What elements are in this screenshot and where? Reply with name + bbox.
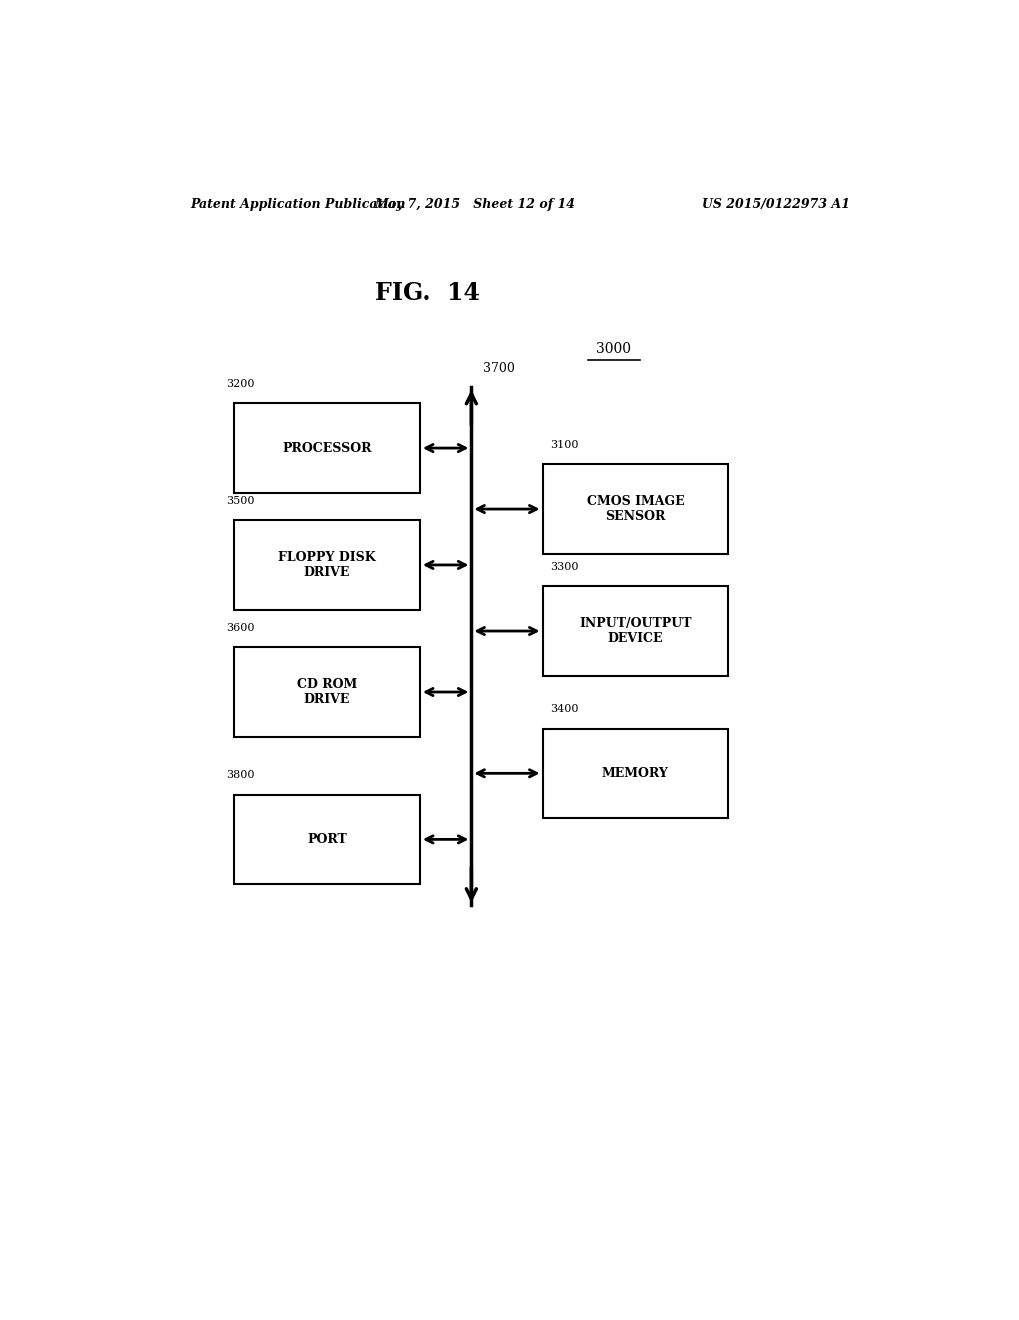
Text: Patent Application Publication: Patent Application Publication bbox=[191, 198, 406, 211]
Text: 3400: 3400 bbox=[550, 705, 579, 714]
FancyBboxPatch shape bbox=[234, 647, 420, 737]
FancyBboxPatch shape bbox=[234, 795, 420, 884]
FancyBboxPatch shape bbox=[542, 729, 728, 818]
Text: 3000: 3000 bbox=[595, 342, 631, 356]
FancyBboxPatch shape bbox=[542, 465, 728, 554]
Text: FIG.  14: FIG. 14 bbox=[375, 281, 480, 305]
Text: FLOPPY DISK
DRIVE: FLOPPY DISK DRIVE bbox=[278, 550, 376, 579]
Text: 3100: 3100 bbox=[550, 440, 579, 450]
Text: May 7, 2015   Sheet 12 of 14: May 7, 2015 Sheet 12 of 14 bbox=[374, 198, 576, 211]
FancyBboxPatch shape bbox=[234, 520, 420, 610]
Text: 3200: 3200 bbox=[226, 379, 255, 389]
FancyBboxPatch shape bbox=[542, 586, 728, 676]
Text: PORT: PORT bbox=[307, 833, 346, 846]
Text: MEMORY: MEMORY bbox=[601, 767, 668, 780]
Text: 3700: 3700 bbox=[483, 362, 515, 375]
Text: US 2015/0122973 A1: US 2015/0122973 A1 bbox=[701, 198, 849, 211]
Text: 3600: 3600 bbox=[226, 623, 255, 634]
FancyBboxPatch shape bbox=[234, 404, 420, 492]
Text: CMOS IMAGE
SENSOR: CMOS IMAGE SENSOR bbox=[586, 495, 684, 523]
Text: CD ROM
DRIVE: CD ROM DRIVE bbox=[297, 678, 357, 706]
Text: INPUT/OUTPUT
DEVICE: INPUT/OUTPUT DEVICE bbox=[579, 616, 691, 645]
Text: 3500: 3500 bbox=[226, 496, 255, 506]
Text: PROCESSOR: PROCESSOR bbox=[282, 442, 372, 454]
Text: 3300: 3300 bbox=[550, 562, 579, 572]
Text: 3800: 3800 bbox=[226, 771, 255, 780]
